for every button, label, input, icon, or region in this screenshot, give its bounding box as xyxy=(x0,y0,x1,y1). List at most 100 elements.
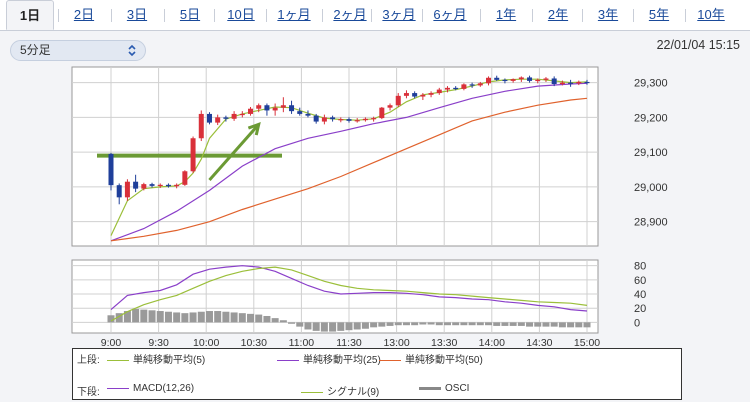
legend: 上段: 単純移動平均(5) 単純移動平均(25) 単純移動平均(50) 下段: … xyxy=(72,348,682,400)
macd-y-tick-label: 20 xyxy=(634,303,646,315)
osci-bar xyxy=(329,322,337,332)
tab-separator xyxy=(532,9,533,22)
x-tick-label: 9:00 xyxy=(101,337,122,348)
osci-bar xyxy=(296,322,304,327)
tab-separator xyxy=(111,9,112,22)
osci-bar xyxy=(222,311,230,323)
tab-11[interactable]: 2年 xyxy=(547,7,569,22)
trend-arrow-shaft xyxy=(208,123,260,181)
candle-body xyxy=(272,107,278,111)
candle-body xyxy=(165,184,171,187)
candle-body xyxy=(543,78,549,80)
y-tick-label: 28,900 xyxy=(634,217,668,229)
osci-bar xyxy=(394,322,402,326)
osci-bar xyxy=(575,322,583,328)
tab-separator xyxy=(582,9,583,22)
candle-body xyxy=(379,107,385,119)
sma-line-3 xyxy=(110,97,588,242)
macd-y-tick-label: 40 xyxy=(634,289,646,301)
tab-6[interactable]: 1ヶ月 xyxy=(277,7,311,22)
osci-bar xyxy=(550,322,558,327)
tab-separator xyxy=(322,9,323,22)
tab-2[interactable]: 2日 xyxy=(73,7,95,22)
interval-select[interactable]: 5分足 xyxy=(10,40,146,61)
candle-body xyxy=(124,181,130,198)
candle-body xyxy=(395,95,401,106)
candle-body xyxy=(239,113,245,116)
candle-body xyxy=(559,82,565,85)
macd-y-tick-label: 80 xyxy=(634,261,646,273)
candle-body xyxy=(576,81,582,84)
osci-bar xyxy=(205,311,213,323)
timestamp: 22/01/04 15:15 xyxy=(656,38,740,52)
tab-1[interactable]: 1日 xyxy=(6,0,54,30)
tab-8[interactable]: 3ヶ月 xyxy=(382,7,416,22)
osci-bar xyxy=(247,313,255,323)
candle-body xyxy=(477,83,483,86)
candle-body xyxy=(387,105,393,108)
osci-bar xyxy=(419,322,427,325)
candle-body xyxy=(108,153,114,186)
osci-bar xyxy=(312,322,320,331)
osci-bar xyxy=(271,318,279,323)
osci-bar xyxy=(263,315,271,323)
tab-5[interactable]: 10日 xyxy=(227,7,255,22)
osci-bar xyxy=(107,315,115,323)
candle-body xyxy=(190,138,196,172)
osci-bar xyxy=(353,322,361,330)
candle-body xyxy=(453,87,459,90)
candle-body xyxy=(371,118,377,120)
tab-12[interactable]: 3年 xyxy=(597,7,619,22)
x-tick-label: 10:30 xyxy=(241,337,267,348)
stock-chart: 9:00 9:30 10:00 10:30 11:00 11:30 13:00 13:30 14… xyxy=(71,66,668,348)
macd-y-tick-label: 0 xyxy=(634,317,640,329)
osci-bar xyxy=(197,311,205,323)
tab-separator xyxy=(164,9,165,22)
macd-line xyxy=(110,265,588,312)
candle-body xyxy=(174,184,180,187)
tab-separator xyxy=(58,9,59,22)
tab-3[interactable]: 3日 xyxy=(126,7,148,22)
legend-sma50: 単純移動平均(50) xyxy=(379,351,483,366)
trend-arrow-head xyxy=(247,122,261,136)
osci-bar xyxy=(509,322,517,326)
candle-body xyxy=(305,113,311,116)
x-tick-label: 13:00 xyxy=(383,337,409,348)
candle-body xyxy=(206,113,212,123)
candle-body xyxy=(198,113,204,139)
macd-y-tick-label: 60 xyxy=(634,275,646,287)
candle-body xyxy=(551,78,557,85)
candle-body xyxy=(444,87,450,90)
osci-bar xyxy=(123,311,131,323)
osci-bar xyxy=(115,313,123,323)
candle-body xyxy=(330,117,336,120)
candle-body xyxy=(133,181,139,189)
osci-bar xyxy=(345,322,353,331)
tab-10[interactable]: 1年 xyxy=(495,7,517,22)
tab-separator xyxy=(422,9,423,22)
osci-bar xyxy=(173,312,181,323)
legend-macd: MACD(12,26) xyxy=(107,383,194,394)
tab-14[interactable]: 10年 xyxy=(697,7,725,22)
tab-13[interactable]: 5年 xyxy=(648,7,670,22)
tab-9[interactable]: 6ヶ月 xyxy=(433,7,467,22)
osci-bar xyxy=(558,322,566,328)
candle-body xyxy=(362,118,368,121)
tab-7[interactable]: 2ヶ月 xyxy=(333,7,367,22)
tab-separator xyxy=(266,9,267,22)
osci-bar xyxy=(534,322,542,327)
candle-body xyxy=(280,105,286,108)
osci-bar xyxy=(181,313,189,323)
candle-body xyxy=(486,77,492,84)
osci-bar xyxy=(320,322,328,332)
x-tick-label: 9:30 xyxy=(148,337,169,348)
osci-bar xyxy=(402,322,410,326)
candle-body xyxy=(518,77,524,80)
tab-4[interactable]: 5日 xyxy=(179,7,201,22)
tab-separator xyxy=(214,9,215,22)
x-tick-label: 13:30 xyxy=(431,337,457,348)
osci-bar xyxy=(288,322,296,324)
sma-line-2 xyxy=(110,82,588,242)
osci-bar xyxy=(468,322,476,326)
candle-body xyxy=(584,81,590,84)
